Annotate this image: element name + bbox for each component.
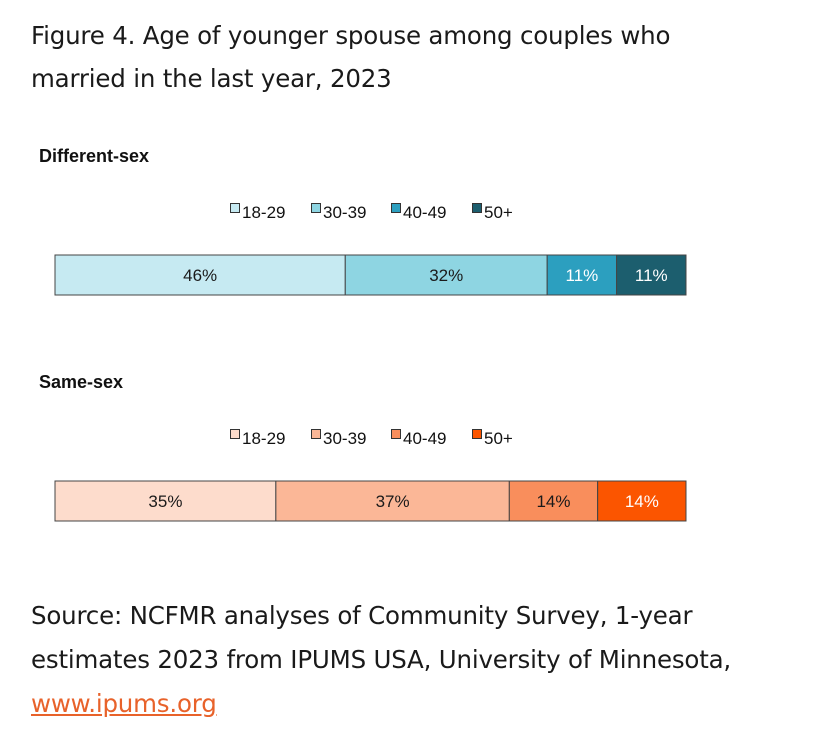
data-label-same-sex-1: 37% [376,492,410,511]
bar-segment-same-sex-1 [275,480,510,522]
legend-label-same-sex-2: 40-49 [403,429,446,448]
legend-swatch-same-sex-1 [311,429,321,439]
bar-segment-same-sex-2 [508,480,599,522]
legend-swatch-different-sex-3 [472,203,482,213]
legend-swatch-same-sex-0 [230,429,240,439]
data-label-different-sex-1: 32% [429,266,463,285]
legend-swatch-different-sex-1 [311,203,321,213]
data-label-same-sex-0: 35% [148,492,182,511]
legend-label-different-sex-1: 30-39 [323,203,366,222]
data-label-same-sex-3: 14% [625,492,659,511]
legend-label-different-sex-2: 40-49 [403,203,446,222]
legend-swatch-same-sex-2 [391,429,401,439]
legend-label-same-sex-1: 30-39 [323,429,366,448]
legend-swatch-different-sex-2 [391,203,401,213]
legend-label-same-sex-3: 50+ [484,429,513,448]
ipums-link[interactable]: www.ipums.org [31,689,217,718]
bar-segment-same-sex-0 [54,480,277,522]
panel-title-same-sex: Same-sex [39,372,123,392]
data-label-same-sex-2: 14% [536,492,570,511]
legend-label-same-sex-0: 18-29 [242,429,285,448]
figure-title: Figure 4. Age of younger spouse among co… [31,21,671,93]
bar-segment-different-sex-3 [616,254,687,296]
source-text: Source: NCFMR analyses of Community Surv… [31,601,732,674]
data-label-different-sex-2: 11% [566,266,599,285]
data-label-different-sex-3: 11% [635,266,668,285]
legend-swatch-different-sex-0 [230,203,240,213]
legend-label-different-sex-0: 18-29 [242,203,285,222]
source-note: Source: NCFMR analyses of Community Surv… [31,594,771,726]
panel-title-different-sex: Different-sex [39,146,149,166]
bar-segment-same-sex-3 [597,480,687,522]
legend-label-different-sex-3: 50+ [484,203,513,222]
data-label-different-sex-0: 46% [183,266,217,285]
legend-swatch-same-sex-3 [472,429,482,439]
